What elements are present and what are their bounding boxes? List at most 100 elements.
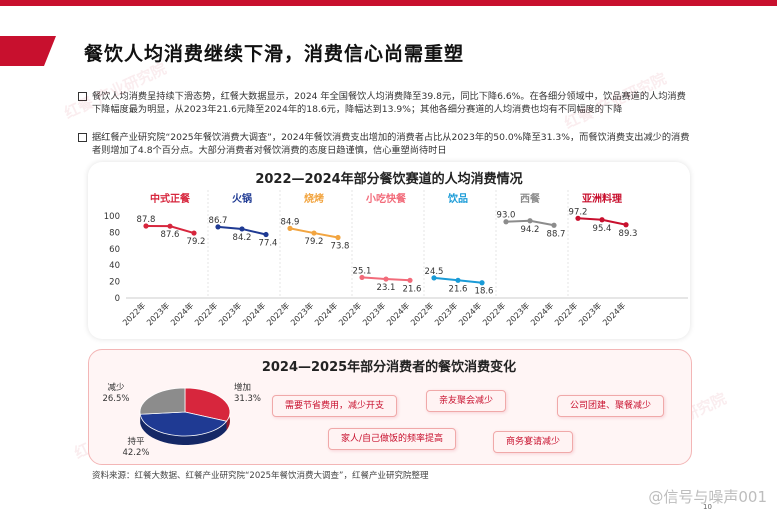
bullet-1: 餐饮人均消费呈持续下滑态势，红餐大数据显示，2024 年全国餐饮人均消费降至39… (78, 90, 692, 116)
data-label: 89.3 (619, 229, 638, 239)
bullet-1-text: 餐饮人均消费呈持续下滑态势，红餐大数据显示，2024 年全国餐饮人均消费降至39… (92, 91, 686, 115)
data-label: 93.0 (497, 211, 516, 221)
x-tick-label: 2022年 (552, 300, 579, 327)
data-label: 24.5 (425, 267, 444, 277)
data-point (287, 225, 293, 231)
data-label: 97.2 (569, 207, 588, 217)
y-tick-label: 100 (104, 212, 120, 222)
page-number: 10 (703, 503, 712, 511)
reason-tag: 商务宴请减少 (493, 431, 574, 453)
series-name-2: 烧烤 (304, 192, 324, 205)
bullet-2-text: 据红餐产业研究院“2025年餐饮消费大调查”，2024年餐饮消费支出增加的消费者… (92, 132, 690, 156)
x-tick-label: 2022年 (408, 300, 435, 327)
x-tick-label: 2023年 (576, 300, 603, 327)
y-tick-label: 20 (109, 278, 120, 288)
weibo-watermark: @信号与噪声001 (648, 488, 767, 506)
pie-label-value: 26.5% (102, 394, 129, 404)
x-tick-label: 2022年 (120, 300, 147, 327)
x-tick-label: 2022年 (480, 300, 507, 327)
data-label: 84.2 (233, 233, 252, 243)
data-point (359, 274, 365, 281)
x-tick-label: 2023年 (216, 300, 243, 327)
data-point (215, 224, 221, 230)
y-tick-label: 40 (109, 261, 120, 271)
data-point (383, 276, 389, 282)
data-label: 87.6 (161, 230, 180, 240)
series-name-6: 亚洲料理 (582, 192, 622, 205)
data-label: 95.4 (593, 224, 612, 234)
pie-slice (139, 387, 186, 415)
data-point (479, 280, 485, 286)
pie-label-name: 持平 (127, 436, 145, 447)
data-label: 86.7 (209, 216, 228, 226)
data-point (167, 223, 173, 229)
reason-tag: 需要节省费用，减少开支 (272, 395, 398, 417)
y-tick-label: 0 (115, 294, 120, 304)
data-label: 18.6 (475, 287, 494, 297)
data-point (407, 277, 413, 283)
data-label: 87.8 (137, 215, 156, 225)
data-label: 21.6 (449, 284, 468, 294)
title-accent-block (0, 36, 56, 66)
bullet-box-icon (78, 133, 87, 142)
line-chart-panel (88, 162, 690, 339)
data-label: 79.2 (305, 237, 324, 247)
pie-label-value: 42.2% (122, 448, 149, 458)
x-tick-label: 2024年 (600, 300, 627, 327)
data-point (143, 223, 149, 229)
pie-chart-title: 2024—2025年部分消费者的餐饮消费变化 (261, 360, 517, 375)
x-tick-label: 2022年 (192, 300, 219, 327)
data-label: 94.2 (521, 225, 540, 235)
x-tick-label: 2023年 (360, 300, 387, 327)
line-chart-title: 2022—2024年部分餐饮赛道的人均消费情况 (255, 172, 523, 187)
x-tick-label: 2023年 (288, 300, 315, 327)
pie-label-name: 减少 (107, 382, 125, 393)
data-point (335, 234, 341, 241)
x-tick-label: 2023年 (504, 300, 531, 327)
series-name-0: 中式正餐 (150, 192, 191, 205)
line-chart: 100806040200中式正餐87.887.679.22022年2023年20… (104, 190, 688, 327)
data-label: 73.8 (331, 241, 350, 251)
x-tick-label: 2024年 (312, 300, 339, 327)
data-point (599, 217, 605, 223)
pie-slice (139, 411, 228, 437)
data-label: 21.6 (403, 284, 422, 294)
series-name-4: 饮品 (447, 192, 468, 205)
series-name-3: 小吃快餐 (365, 192, 407, 205)
data-label: 25.1 (353, 266, 372, 276)
bullet-box-icon (78, 92, 87, 101)
x-tick-label: 2022年 (264, 300, 291, 327)
bullet-2: 据红餐产业研究院“2025年餐饮消费大调查”，2024年餐饮消费支出增加的消费者… (78, 131, 692, 157)
data-point (527, 218, 533, 224)
data-point (503, 219, 509, 225)
data-point (575, 215, 581, 221)
y-tick-label: 80 (109, 228, 120, 238)
source-note: 资料来源：红餐大数据、红餐产业研究院“2025年餐饮消费大调查”，红餐产业研究院… (92, 471, 429, 481)
data-label: 79.2 (187, 237, 206, 247)
pie-label-value: 31.3% (234, 394, 261, 404)
data-point (239, 226, 245, 232)
x-tick-label: 2024年 (168, 300, 195, 327)
data-point (191, 230, 197, 236)
page-title: 餐饮人均消费继续下滑，消费信心尚需重塑 (84, 43, 465, 65)
x-tick-label: 2023年 (432, 300, 459, 327)
data-point (551, 222, 557, 228)
top-accent-bar (0, 0, 777, 6)
data-label: 23.1 (377, 283, 396, 293)
reason-tag: 公司团建、聚餐减少 (557, 395, 665, 417)
x-tick-label: 2022年 (336, 300, 363, 327)
data-point (263, 231, 269, 238)
reason-tag: 家人/自己做饭的频率提高 (328, 428, 457, 450)
data-label: 84.9 (281, 217, 300, 227)
x-tick-label: 2024年 (528, 300, 555, 327)
pie-slice (184, 387, 231, 422)
data-point (455, 277, 461, 283)
series-name-1: 火锅 (232, 192, 252, 205)
series-name-5: 西餐 (520, 192, 541, 205)
data-point (623, 222, 629, 228)
data-point (431, 275, 437, 281)
pie-label-name: 增加 (234, 382, 251, 393)
x-tick-label: 2024年 (240, 300, 267, 327)
y-tick-label: 60 (109, 245, 120, 255)
